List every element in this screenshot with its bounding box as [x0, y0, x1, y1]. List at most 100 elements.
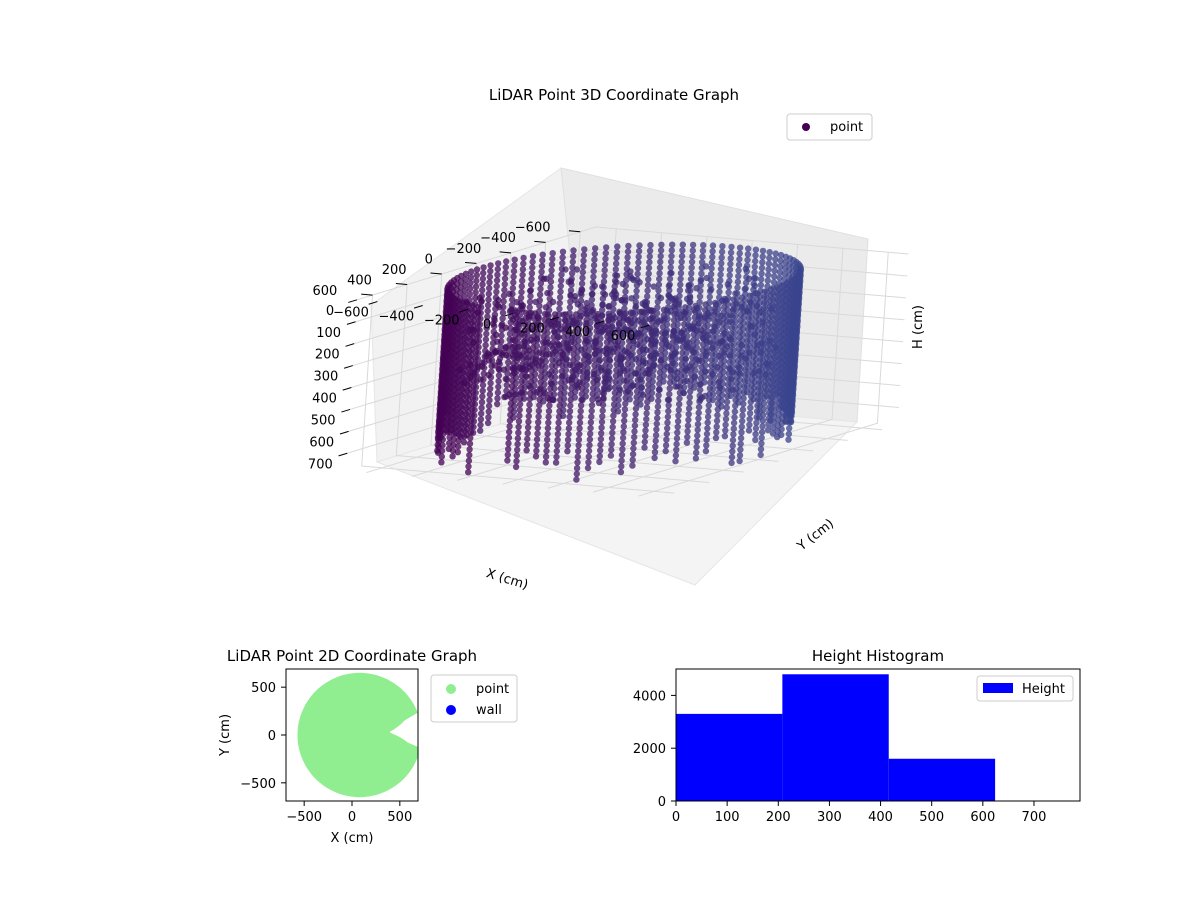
data-point-3d [600, 278, 608, 285]
data-point-3d [771, 354, 778, 361]
data-point-3d [710, 385, 717, 392]
chart-2d-title: LiDAR Point 2D Coordinate Graph [227, 647, 477, 665]
data-point-3d [515, 334, 522, 341]
data-point-3d [514, 446, 521, 453]
data-point-3d [488, 357, 496, 364]
data-point-3d [718, 397, 725, 404]
data-point-3d [766, 254, 773, 262]
data-point-3d [792, 300, 800, 308]
data-point-3d [486, 391, 494, 398]
data-point-3d [586, 436, 594, 443]
data-point-3d [545, 408, 553, 415]
data-point-3d [537, 357, 545, 365]
data-point-3d [619, 334, 626, 341]
data-point-3d [573, 371, 580, 378]
data-point-3d [651, 349, 658, 357]
y-tick-label-2d: 500 [251, 681, 276, 696]
data-point-3d [654, 298, 661, 305]
data-point-3d [634, 270, 641, 278]
data-point-3d [486, 273, 494, 280]
data-point-3d [506, 423, 513, 430]
legend-3d: point [786, 113, 873, 141]
data-point-3d [463, 342, 470, 349]
data-point-3d [555, 322, 562, 330]
data-point-3d [542, 358, 549, 365]
data-point-3d [723, 398, 731, 406]
data-point-3d [676, 401, 683, 408]
data-point-3d [608, 328, 615, 336]
data-point-3d [496, 366, 503, 373]
data-point-3d [492, 305, 499, 313]
data-point-3d [756, 304, 763, 312]
data-point-3d [434, 447, 441, 454]
data-point-3d [493, 288, 500, 296]
data-point-3d [758, 434, 765, 441]
data-point-3d [464, 325, 471, 332]
data-point-3d [757, 385, 765, 393]
data-point-3d [459, 410, 466, 418]
data-point-3d [709, 396, 716, 404]
data-point-3d [439, 421, 446, 429]
data-point-3d [683, 439, 691, 446]
data-point-3d [564, 448, 571, 455]
data-point-3d [639, 372, 646, 380]
data-point-3d [618, 451, 626, 459]
data-point-3d [464, 414, 471, 421]
data-point-3d [602, 255, 609, 262]
data-point-3d [758, 440, 765, 447]
data-point-3d [608, 446, 615, 454]
data-point-3d [745, 354, 753, 362]
data-point-3d [467, 368, 474, 376]
data-point-3d [539, 251, 546, 258]
x-tick-mark-3d [361, 293, 373, 296]
data-point-3d [713, 423, 720, 430]
y-tick-label-3d: 200 [520, 321, 545, 336]
x-tick-label-histogram: 600 [970, 810, 995, 825]
data-point-3d [479, 287, 486, 294]
data-point-3d [706, 288, 714, 295]
data-point-3d [584, 364, 591, 372]
data-point-3d [777, 263, 784, 270]
data-point-3d [639, 361, 647, 368]
data-point-3d [586, 442, 593, 449]
data-point-3d [694, 426, 701, 434]
data-point-3d [673, 332, 681, 340]
data-point-3d [694, 421, 702, 428]
data-point-3d [546, 402, 553, 409]
data-point-3d [525, 407, 533, 414]
data-point-3d [545, 413, 552, 421]
data-point-3d [563, 355, 570, 362]
data-point-3d [487, 385, 494, 392]
data-point-3d [540, 398, 547, 405]
data-point-3d [720, 369, 727, 376]
data-point-3d [677, 281, 684, 288]
data-point-3d [505, 440, 512, 447]
data-point-3d [792, 312, 799, 319]
data-point-3d [621, 294, 629, 301]
data-point-3d [643, 310, 650, 317]
data-point-3d [458, 428, 465, 435]
data-point-3d [467, 279, 474, 287]
data-point-3d [651, 449, 659, 456]
data-point-3d [439, 416, 446, 423]
data-point-3d [705, 408, 712, 415]
data-point-3d [744, 377, 751, 384]
data-point-3d [618, 463, 625, 470]
data-point-3d [563, 349, 571, 357]
data-point-3d [742, 285, 749, 292]
data-point-3d [611, 277, 619, 284]
data-point-3d [663, 436, 670, 443]
data-point-3d [478, 399, 486, 406]
data-point-3d [575, 331, 583, 339]
data-point-3d [750, 395, 757, 403]
data-point-3d [620, 316, 627, 324]
data-point-3d [777, 257, 784, 264]
data-point-3d [521, 378, 529, 385]
data-point-3d [735, 267, 742, 274]
data-point-3d [704, 333, 711, 340]
data-point-3d [495, 383, 502, 391]
data-point-3d [530, 388, 538, 395]
data-point-3d [502, 264, 509, 271]
data-point-3d [560, 395, 568, 402]
data-point-3d [622, 400, 629, 407]
